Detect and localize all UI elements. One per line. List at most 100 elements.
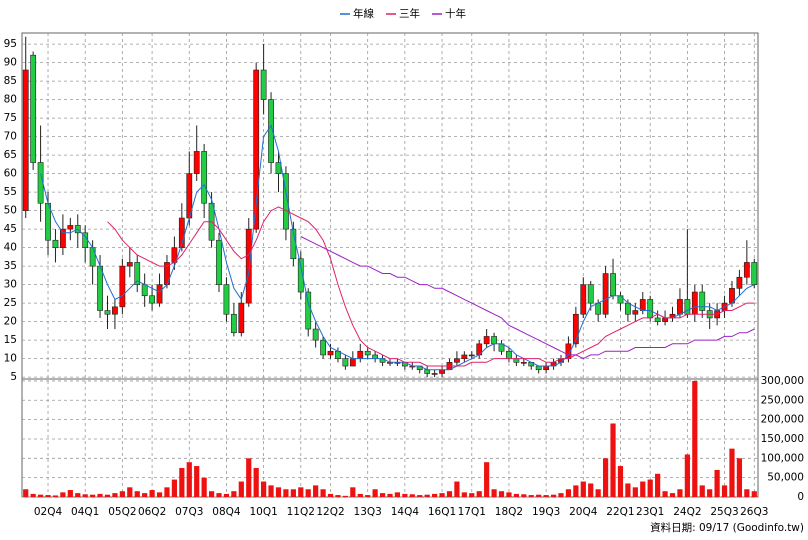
volume-bar: [484, 462, 490, 497]
candle-body: [372, 354, 379, 359]
volume-bar: [30, 493, 36, 497]
candle-body: [743, 262, 750, 278]
volume-bar: [550, 494, 557, 497]
candle-body: [684, 299, 691, 315]
y-tick-label: 15: [4, 334, 17, 346]
volume-bar: [246, 458, 252, 497]
y2-tick-label: 200,000: [761, 414, 804, 426]
y-tick-label: 95: [4, 38, 17, 50]
volume-bar: [238, 481, 244, 497]
volume-bar: [439, 493, 445, 497]
volume-bar: [424, 494, 430, 497]
volume-bar: [669, 493, 676, 497]
volume-bar: [513, 493, 519, 497]
y-tick-label: 35: [4, 260, 17, 272]
volume-bar: [186, 462, 192, 497]
candle-body: [439, 369, 445, 374]
volume-bar: [268, 485, 274, 497]
x-tick-label: 18Q2: [495, 506, 523, 518]
y2-tick-label: 300,000: [761, 375, 804, 387]
candle-body: [431, 373, 438, 375]
candle-body: [632, 310, 639, 315]
volume-bar: [751, 491, 757, 497]
volume-bar: [476, 491, 482, 497]
x-tick-label: 20Q4: [569, 506, 598, 518]
volume-bar: [112, 493, 118, 497]
candle-body: [647, 299, 654, 319]
volume-bar: [156, 492, 163, 497]
volume-bar: [610, 423, 616, 497]
candle-body: [201, 151, 208, 204]
candle-body: [230, 313, 237, 334]
y-tick-label: 65: [4, 149, 17, 161]
volume-bar: [721, 485, 728, 497]
candle-body: [587, 284, 594, 304]
candle-body: [595, 302, 602, 315]
candle-body: [580, 284, 587, 315]
volume-bar: [179, 467, 185, 497]
candle-body: [320, 339, 326, 356]
candle-body: [751, 262, 758, 285]
x-tick-label: 14Q4: [391, 506, 420, 518]
volume-bar: [677, 489, 683, 497]
volume-bar: [305, 489, 311, 497]
candle-body: [156, 284, 163, 304]
volume-bar: [469, 493, 475, 497]
candle-body: [193, 151, 200, 174]
x-tick-label: 04Q1: [71, 506, 99, 518]
volume-bar: [602, 458, 609, 497]
x-tick-label: 22Q1: [606, 506, 634, 518]
volume-bar: [194, 466, 200, 497]
y-tick-label: 40: [4, 242, 17, 254]
x-tick-label: 17Q1: [458, 506, 486, 518]
candle-body: [97, 265, 103, 311]
y-tick-label: 45: [4, 223, 17, 235]
candle-body: [349, 358, 356, 367]
x-tick-label: 24Q2: [673, 506, 701, 518]
x-tick-label: 10Q1: [249, 506, 277, 518]
legend: 年線 三年 十年: [340, 7, 466, 20]
volume-bar: [506, 492, 512, 497]
volume-bar: [446, 491, 453, 497]
x-tick-label: 16Q1: [428, 506, 456, 518]
x-tick-label: 23Q1: [636, 506, 664, 518]
candle-body: [22, 69, 29, 211]
y-tick-label: 5: [10, 371, 17, 383]
x-tick-label: 26Q3: [740, 506, 768, 518]
candle-body: [691, 291, 698, 315]
volume-bar: [707, 489, 713, 497]
volume-bar: [223, 493, 230, 497]
x-tick-label: 13Q3: [354, 506, 382, 518]
candle-body: [268, 99, 274, 163]
candle-body: [312, 328, 319, 341]
candle-body: [141, 284, 148, 297]
volume-bar: [67, 490, 73, 497]
y-tick-label: 25: [4, 297, 17, 309]
volume-bar: [298, 487, 304, 497]
candle-body: [260, 69, 267, 100]
candle-body: [513, 358, 520, 363]
volume-bar: [536, 494, 542, 497]
volume-bar: [647, 479, 653, 497]
volume-bar: [417, 495, 423, 497]
candle-body: [112, 306, 118, 315]
volume-bar: [275, 487, 282, 497]
x-tick-label: 06Q2: [138, 506, 166, 518]
candle-body: [610, 273, 616, 297]
candle-body: [454, 358, 460, 363]
volume-bar: [171, 479, 178, 497]
y-tick-label: 75: [4, 112, 17, 124]
y-tick-label: 60: [4, 168, 17, 180]
candle-body: [67, 225, 74, 230]
candle-body: [253, 69, 260, 230]
ma-line: [40, 124, 755, 371]
volume-bar: [521, 494, 527, 497]
volume-bar: [498, 491, 505, 497]
candle-body: [342, 358, 349, 367]
candle-body: [327, 350, 334, 356]
candle-body: [216, 239, 222, 285]
candle-body: [59, 228, 66, 248]
y-tick-label: 90: [4, 57, 17, 69]
volume-bar: [372, 489, 378, 497]
